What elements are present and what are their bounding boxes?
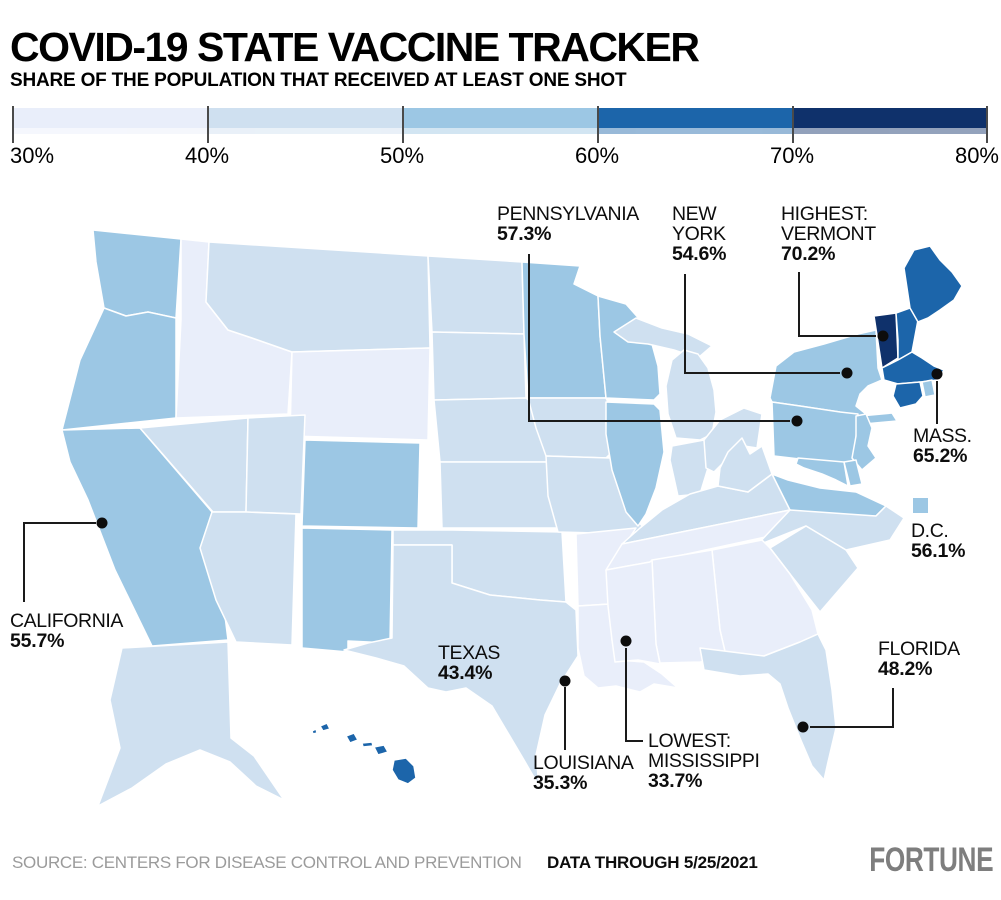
page-title: COVID-19 STATE VACCINE TRACKER (10, 24, 700, 70)
state-south-dakota (431, 331, 527, 401)
california-callout-line (23, 522, 96, 602)
state-north-carolina (755, 505, 905, 551)
legend-label-80: 80% (954, 143, 999, 168)
callout-lines (23, 254, 943, 750)
legend-label-70: 70% (769, 143, 815, 168)
louisiana-callout-dot (559, 675, 571, 687)
state-utah (245, 414, 306, 515)
legend-segment-60-70 (597, 108, 792, 128)
florida-callout-line (810, 688, 894, 728)
state-rhode-island (921, 379, 936, 398)
legend-tick-30 (12, 106, 14, 143)
dc-legend-swatch (913, 498, 928, 513)
mississippi-callout-line (625, 648, 643, 742)
state-illinois (605, 401, 665, 527)
new-york-callout-dot (841, 367, 853, 379)
state-minnesota (521, 261, 607, 399)
state-new-jersey (851, 413, 877, 471)
callout-louisiana: LOUISIANA 35.3% (533, 752, 634, 794)
state-colorado (301, 439, 421, 529)
callout-florida: FLORIDA 48.2% (878, 638, 960, 680)
state-alaska (97, 641, 285, 807)
pennsylvania-callout-dot (791, 415, 803, 427)
mississippi-callout-dot (620, 635, 632, 647)
legend-tick-70 (792, 106, 794, 143)
legend-tick-50 (402, 106, 404, 143)
florida-callout-dot (797, 721, 809, 733)
state-delaware (843, 459, 863, 487)
state-texas (343, 544, 579, 787)
source-note: SOURCE: CENTERS FOR DISEASE CONTROL AND … (12, 853, 522, 872)
legend-color-bar-underline (12, 128, 987, 134)
legend-tick-40 (207, 106, 209, 143)
page-subtitle: SHARE OF THE POPULATION THAT RECEIVED AT… (10, 70, 627, 91)
state-arizona (199, 511, 297, 646)
callout-dc: D.C. 56.1% (911, 520, 966, 562)
callout-pennsylvania: PENNSYLVANIA 57.3% (497, 203, 639, 245)
legend-segment-40-50 (207, 108, 402, 128)
legend-label-60: 60% (574, 143, 620, 168)
callout-texas: TEXAS 43.4% (438, 642, 500, 684)
state-washington (92, 229, 182, 319)
legend-segment-50-60 (402, 108, 597, 128)
state-maryland (795, 457, 849, 487)
callout-new-york: NEW YORK 54.6% (672, 203, 727, 265)
state-michigan-upper (613, 317, 713, 359)
new-york-callout-line (684, 274, 840, 374)
vermont-callout-dot (877, 330, 889, 342)
legend-tick-60 (597, 106, 599, 143)
state-wisconsin (597, 295, 661, 401)
state-kansas (439, 461, 565, 529)
legend-label-40: 40% (184, 143, 230, 168)
state-florida (699, 633, 837, 781)
callout-california: CALIFORNIA 55.7% (10, 610, 124, 652)
data-through-note: DATA THROUGH 5/25/2021 (547, 853, 758, 872)
state-wyoming (289, 347, 431, 441)
pennsylvania-callout-line (528, 254, 790, 422)
state-tennessee (605, 509, 799, 571)
mass-callout-dot (931, 368, 943, 380)
state-north-dakota (427, 255, 525, 335)
callout-vermont: HIGHEST: VERMONT 70.2% (781, 203, 876, 265)
state-maine (903, 245, 963, 323)
state-west-virginia (717, 437, 773, 493)
california-callout-dot (96, 517, 108, 529)
legend-segment-70-80 (792, 108, 987, 128)
state-mississippi (605, 559, 661, 665)
vermont-callout-line (798, 272, 876, 337)
state-hawaii-oahu (345, 732, 359, 744)
state-hawaii-molokai (361, 741, 374, 748)
callout-mississippi: LOWEST: MISSISSIPPI 33.7% (648, 730, 760, 792)
state-ohio (703, 407, 763, 473)
state-connecticut (892, 381, 924, 409)
state-michigan (665, 349, 717, 441)
legend-segment-30-40 (12, 108, 207, 128)
callout-mass: MASS. 65.2% (913, 425, 972, 467)
state-hawaii-maui (373, 744, 389, 756)
state-oregon (61, 307, 177, 431)
legend-label-30: 30% (10, 143, 55, 168)
legend-color-bar (12, 108, 987, 128)
state-hawaii-kauai (319, 722, 331, 732)
color-legend: 30% 40% 50% 60% 70% 80% (0, 0, 1001, 170)
state-hawaii-big-island (391, 757, 417, 785)
legend-tick-80 (986, 106, 988, 143)
legend-label-50: 50% (379, 143, 425, 168)
state-indiana (669, 439, 709, 497)
fortune-logo: FORTUNE (869, 839, 993, 879)
state-new-mexico (301, 527, 393, 653)
state-massachusetts (881, 351, 945, 385)
state-hawaii-niihau (311, 728, 318, 735)
